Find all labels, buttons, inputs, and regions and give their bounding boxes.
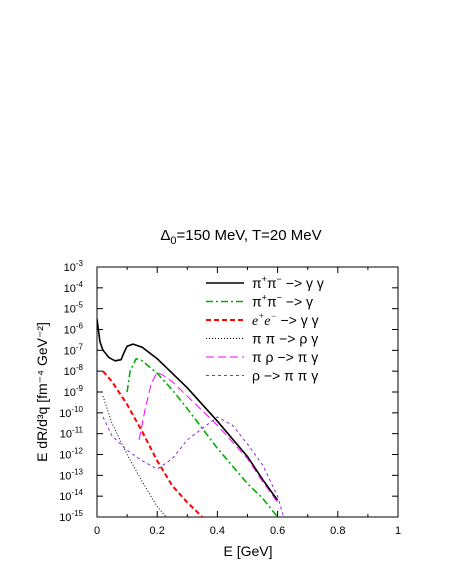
legend-label-1: π+π− −> γ γ bbox=[252, 274, 324, 291]
title-subscript: 0 bbox=[170, 235, 176, 247]
series-line-3 bbox=[102, 370, 203, 517]
series-line-4 bbox=[102, 396, 167, 517]
series-line-5 bbox=[138, 371, 279, 503]
y-tick-label: 10-3 bbox=[64, 259, 84, 274]
legend-label-3: e+e− −> γ γ bbox=[252, 311, 319, 329]
series-layer bbox=[97, 318, 285, 517]
legend-label-6: ρ −> π π γ bbox=[252, 368, 318, 384]
x-tick-label: 1 bbox=[395, 525, 401, 537]
legend-label-2: π+π− −> γ bbox=[252, 293, 313, 310]
axis-ticks: 0 0.2 0.4 0.6 0.8 1 10-3 10-4 10-5 10-6 10-7 10-8 10… bbox=[59, 259, 401, 537]
y-tick-label: 10-14 bbox=[59, 488, 83, 503]
y-tick-label: 10-13 bbox=[59, 467, 83, 482]
x-tick-label: 0.2 bbox=[150, 525, 165, 537]
legend-label-4: π π −> ρ γ bbox=[252, 331, 318, 347]
series-line-6 bbox=[102, 416, 285, 517]
legend-label-5: π ρ −> π γ bbox=[252, 349, 318, 365]
y-tick-label: 10-11 bbox=[60, 426, 84, 441]
y-tick-label: 10-10 bbox=[59, 405, 83, 420]
title-rest: =150 MeV, T=20 MeV bbox=[177, 227, 322, 244]
legend: π+π− −> γ γ π+π− −> γe+e− −> γ γ π π −> ρ … bbox=[206, 274, 324, 384]
x-tick-label: 0.4 bbox=[210, 525, 225, 537]
y-tick-label: 10-8 bbox=[64, 363, 84, 378]
plot-frame bbox=[96, 266, 399, 518]
y-axis-label: E dR/d³q [fm⁻⁴ GeV⁻²] bbox=[34, 322, 50, 462]
series-line-1 bbox=[97, 318, 279, 501]
y-tick-label: 10-15 bbox=[59, 509, 83, 524]
x-tick-label: 0 bbox=[94, 525, 100, 537]
y-tick-label: 10-5 bbox=[64, 301, 84, 316]
x-tick-label: 0.8 bbox=[330, 525, 345, 537]
y-tick-label: 10-6 bbox=[64, 322, 84, 337]
plot-border bbox=[96, 266, 399, 518]
series-line-2 bbox=[126, 357, 279, 517]
x-tick-label: 0.6 bbox=[270, 525, 285, 537]
x-axis-label: E [GeV] bbox=[223, 543, 272, 559]
y-tick-label: 10-4 bbox=[64, 280, 84, 295]
y-tick-label: 10-9 bbox=[64, 384, 84, 399]
y-tick-label: 10-12 bbox=[59, 447, 83, 462]
title-delta: Δ bbox=[160, 227, 170, 244]
chart-title: Δ0=150 MeV, T=20 MeV bbox=[160, 227, 321, 247]
y-tick-label: 10-7 bbox=[64, 342, 84, 357]
